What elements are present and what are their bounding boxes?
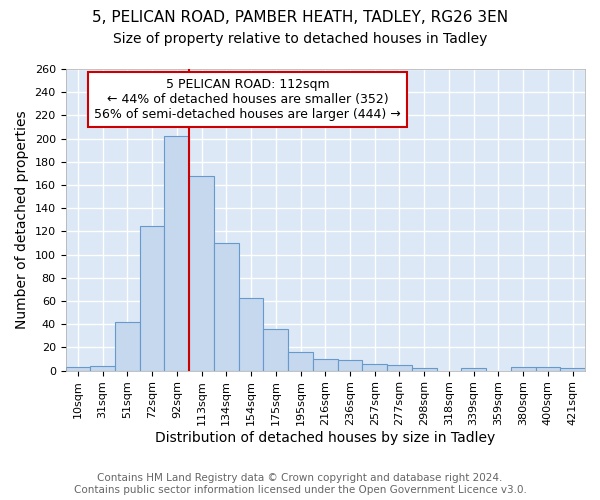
X-axis label: Distribution of detached houses by size in Tadley: Distribution of detached houses by size … (155, 431, 496, 445)
Bar (164, 136, 189, 370)
Bar (90, 366, 115, 370)
Bar (214, 243, 239, 370)
Text: Size of property relative to detached houses in Tadley: Size of property relative to detached ho… (113, 32, 487, 46)
Bar (511, 367, 536, 370)
Bar (362, 364, 387, 370)
Text: 5, PELICAN ROAD, PAMBER HEATH, TADLEY, RG26 3EN: 5, PELICAN ROAD, PAMBER HEATH, TADLEY, R… (92, 10, 508, 25)
Text: Contains HM Land Registry data © Crown copyright and database right 2024.
Contai: Contains HM Land Registry data © Crown c… (74, 474, 526, 495)
Y-axis label: Number of detached properties: Number of detached properties (15, 110, 29, 329)
Text: 5 PELICAN ROAD: 112sqm
← 44% of detached houses are smaller (352)
56% of semi-de: 5 PELICAN ROAD: 112sqm ← 44% of detached… (94, 78, 401, 121)
Bar (387, 365, 412, 370)
Bar (115, 322, 140, 370)
Bar (239, 298, 263, 370)
Bar (189, 176, 214, 370)
Bar (140, 226, 164, 370)
Bar (288, 352, 313, 370)
Bar (412, 368, 437, 370)
Bar (263, 329, 288, 370)
Bar (313, 359, 338, 370)
Bar (560, 368, 585, 370)
Bar (536, 367, 560, 370)
Bar (338, 360, 362, 370)
Bar (461, 368, 486, 370)
Bar (65, 367, 90, 370)
